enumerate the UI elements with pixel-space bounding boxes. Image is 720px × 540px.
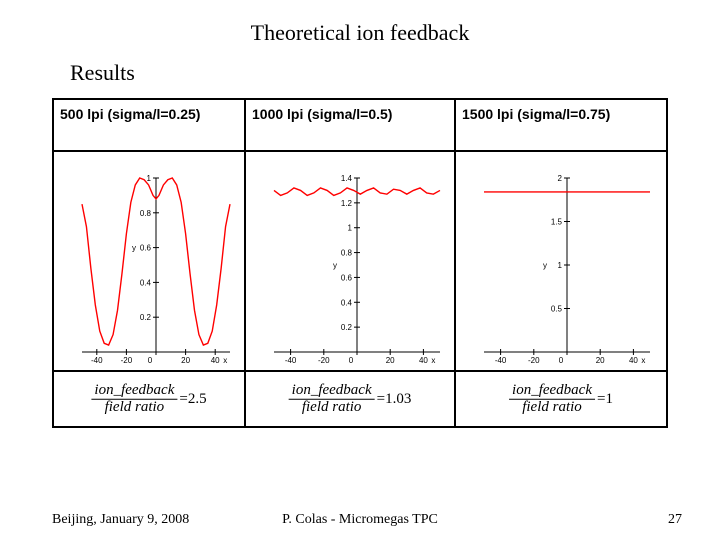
chart-row: -40-2002040x0.20.40.60.81y -40-2002040x0… (54, 152, 666, 372)
svg-text:x: x (641, 356, 645, 365)
slide-subtitle: Results (70, 60, 135, 86)
formula-rhs-1: =1.03 (377, 391, 412, 408)
chart-cell-2: -40 -20 0 20 40x 0.5 1 1.5 2 y (456, 152, 666, 372)
svg-text:0.2: 0.2 (140, 313, 152, 322)
formula-row: ion_feedbackfield ratio =2.5 ion_feedbac… (54, 372, 666, 426)
svg-text:0: 0 (559, 356, 564, 365)
svg-text:2: 2 (558, 174, 563, 183)
slide-title: Theoretical ion feedback (0, 20, 720, 46)
svg-text:0.8: 0.8 (341, 249, 353, 258)
svg-text:0.2: 0.2 (341, 323, 353, 332)
formula-cell-0: ion_feedbackfield ratio =2.5 (54, 372, 246, 426)
svg-text:y: y (333, 261, 337, 270)
svg-text:20: 20 (596, 356, 605, 365)
col-header-2: 1500 lpi (sigma/l=0.75) (456, 100, 666, 152)
formula-rhs-0: =2.5 (179, 391, 206, 408)
svg-text:-20: -20 (528, 356, 540, 365)
svg-text:0.4: 0.4 (341, 298, 353, 307)
svg-text:1.5: 1.5 (551, 218, 563, 227)
svg-text:-20: -20 (318, 356, 330, 365)
formula-denom-1: field ratio (289, 400, 375, 416)
svg-text:40: 40 (629, 356, 638, 365)
formula-numer-2: ion_feedback (509, 383, 595, 400)
svg-text:0.6: 0.6 (140, 244, 152, 253)
svg-text:1: 1 (147, 174, 152, 183)
formula-numer-1: ion_feedback (289, 383, 375, 400)
svg-text:0.8: 0.8 (140, 209, 152, 218)
svg-text:40: 40 (211, 356, 220, 365)
formula-denom-0: field ratio (91, 400, 177, 416)
svg-text:0: 0 (148, 356, 153, 365)
svg-text:0.5: 0.5 (551, 305, 563, 314)
svg-text:20: 20 (386, 356, 395, 365)
formula-rhs-2: =1 (597, 391, 613, 408)
svg-text:0.4: 0.4 (140, 278, 152, 287)
svg-text:-40: -40 (285, 356, 297, 365)
svg-text:-20: -20 (121, 356, 133, 365)
footer-left: Beijing, January 9, 2008 (52, 512, 189, 528)
chart-cell-1: -40 -20 0 20 40x 0.2 0.4 0.6 0.8 1 1.2 1.4 y (246, 152, 456, 372)
svg-text:y: y (543, 261, 547, 270)
svg-text:1.2: 1.2 (341, 199, 353, 208)
col-header-0: 500 lpi (sigma/l=0.25) (54, 100, 246, 152)
svg-text:0: 0 (349, 356, 354, 365)
svg-text:20: 20 (181, 356, 190, 365)
formula-denom-2: field ratio (509, 400, 595, 416)
svg-text:1: 1 (558, 261, 563, 270)
footer-right: 27 (668, 512, 682, 528)
svg-text:1: 1 (348, 224, 353, 233)
formula-numer-0: ion_feedback (91, 383, 177, 400)
footer-center: P. Colas - Micromegas TPC (282, 512, 438, 528)
svg-text:40: 40 (419, 356, 428, 365)
svg-text:x: x (223, 356, 227, 365)
svg-text:y: y (132, 244, 136, 253)
formula-cell-1: ion_feedbackfield ratio =1.03 (246, 372, 456, 426)
svg-text:-40: -40 (91, 356, 103, 365)
chart-cell-0: -40 -20 0 20 40x 0.2 0.4 0.6 0.8 1 y (54, 152, 246, 372)
svg-text:x: x (431, 356, 435, 365)
header-row: 500 lpi (sigma/l=0.25) 1000 lpi (sigma/l… (54, 100, 666, 152)
col-header-1: 1000 lpi (sigma/l=0.5) (246, 100, 456, 152)
svg-text:-40: -40 (495, 356, 507, 365)
svg-text:0.6: 0.6 (341, 273, 353, 282)
svg-text:1.4: 1.4 (341, 174, 353, 183)
formula-cell-2: ion_feedbackfield ratio =1 (456, 372, 666, 426)
panel-table: 500 lpi (sigma/l=0.25) 1000 lpi (sigma/l… (52, 98, 668, 428)
